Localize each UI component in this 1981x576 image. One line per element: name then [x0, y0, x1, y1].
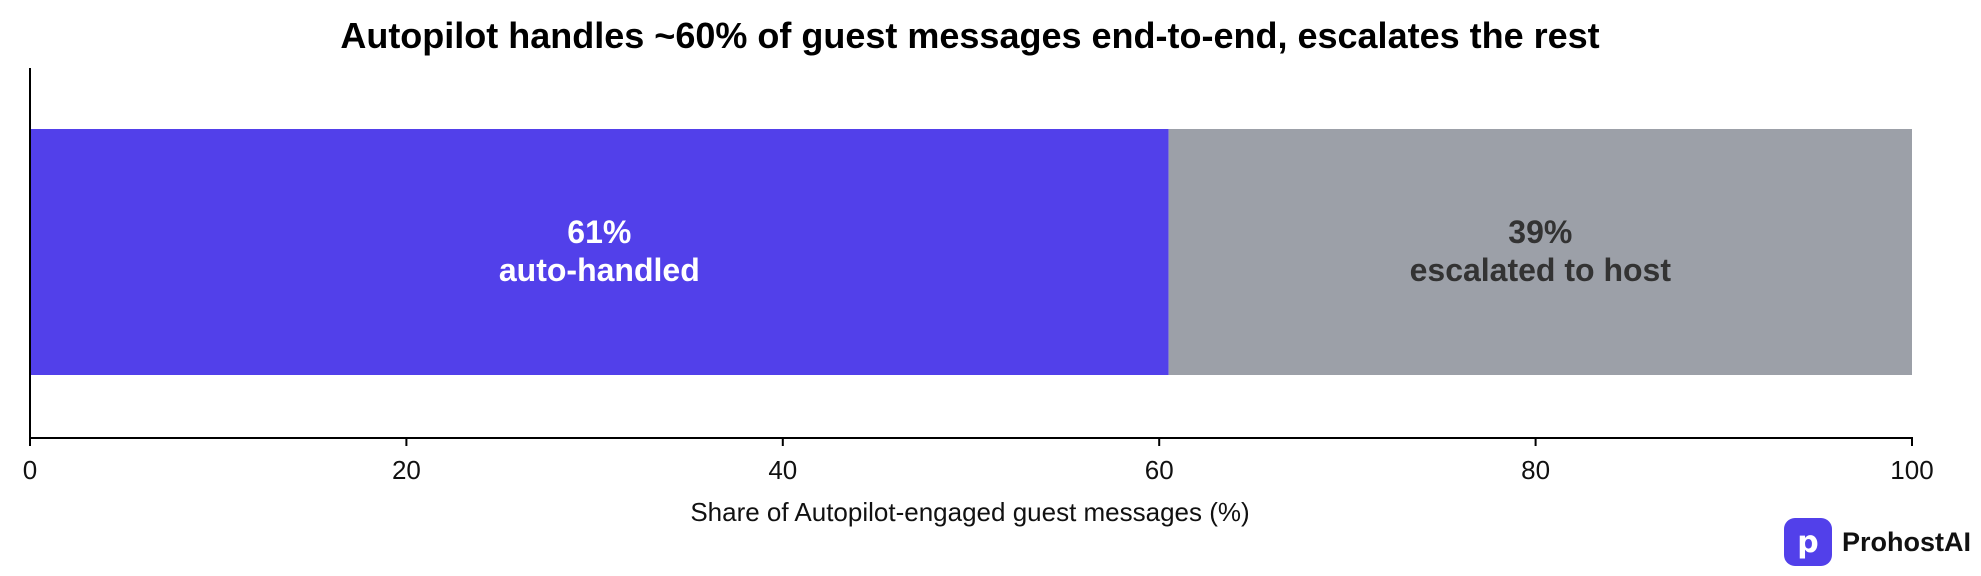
brand-name: ProhostAI [1841, 526, 1971, 557]
x-tick-label: 40 [768, 455, 797, 485]
x-tick-label: 20 [392, 455, 421, 485]
x-tick-label: 0 [23, 455, 37, 485]
x-tick-label: 60 [1145, 455, 1174, 485]
bar-segment-1 [30, 129, 1169, 375]
bar-segment-2 [1168, 129, 1912, 375]
x-tick-label: 100 [1890, 455, 1933, 485]
x-axis-label: Share of Autopilot-engaged guest message… [690, 497, 1249, 527]
x-axis-ticks: 0 20 40 60 80 100 [23, 438, 1934, 485]
x-tick-label: 80 [1521, 455, 1550, 485]
bar-category-label: auto-handled [499, 252, 700, 288]
bar-category-label: escalated to host [1410, 252, 1672, 288]
brand: p ProhostAI [1783, 518, 1971, 566]
prohost-logo-icon: p [1783, 518, 1832, 566]
chart-title: Autopilot handles ~60% of guest messages… [340, 15, 1599, 56]
bar-value-label: 61% [567, 214, 631, 250]
bar-value-label: 39% [1508, 214, 1572, 250]
bar-group: 61%auto-handled 39%escalated to host [30, 129, 1912, 375]
